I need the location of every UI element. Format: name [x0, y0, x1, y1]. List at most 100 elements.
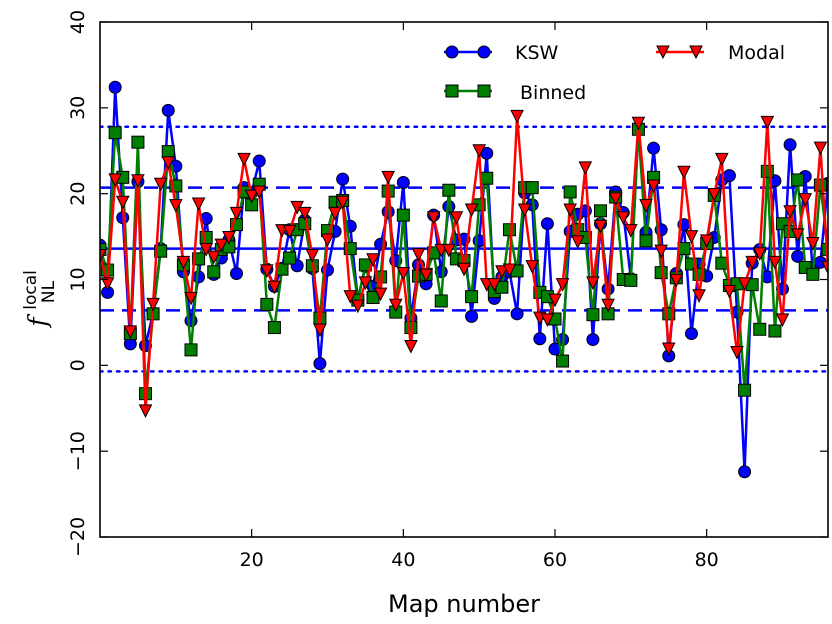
data-point-modal: [502, 263, 517, 278]
series-modal: [100, 109, 828, 418]
data-point-modal: [540, 313, 555, 327]
data-point-modal: [184, 291, 198, 306]
data-point-binned: [738, 383, 752, 397]
legend-entry-ksw: KSW: [444, 42, 559, 64]
data-point-ksw: [647, 141, 661, 155]
data-point-modal: [426, 211, 441, 225]
data-point-modal: [624, 224, 638, 238]
data-point-modal: [517, 203, 532, 218]
data-point-modal: [593, 219, 608, 234]
data-point-modal: [419, 268, 433, 283]
x-tick-label: 40: [391, 549, 415, 571]
data-point-modal: [214, 238, 229, 253]
legend-marker-binned: [477, 84, 491, 98]
data-point-modal: [555, 278, 570, 292]
data-point-modal: [730, 345, 744, 360]
data-point-ksw: [533, 332, 547, 346]
data-point-modal: [351, 299, 365, 314]
data-point-modal: [760, 115, 775, 130]
axis-ticks: 20 40 60 80 −20 −10 0 10 20 30 40: [67, 10, 828, 571]
data-point-modal: [646, 179, 661, 194]
data-point-modal: [586, 276, 600, 291]
data-point-modal: [806, 236, 820, 251]
data-point-modal: [487, 278, 502, 292]
legend-label-binned: Binned: [520, 82, 586, 104]
data-point-binned: [791, 173, 805, 187]
data-point-binned: [806, 267, 820, 281]
data-point-binned: [715, 256, 729, 270]
data-point-modal: [252, 185, 267, 200]
data-point-modal: [396, 266, 411, 281]
data-point-binned: [199, 230, 213, 244]
legend-label-ksw: KSW: [515, 42, 559, 64]
legend-entry-binned: Binned: [444, 82, 586, 104]
data-point-ksw: [685, 327, 698, 341]
data-point-binned: [563, 185, 577, 199]
data-point-binned: [207, 265, 221, 279]
data-point-modal: [108, 173, 122, 188]
data-point-modal: [191, 197, 206, 212]
data-point-ksw: [586, 333, 600, 347]
data-point-modal: [616, 211, 631, 225]
data-point-binned: [480, 171, 494, 185]
data-point-ksw: [161, 103, 175, 117]
data-point-modal: [525, 260, 540, 274]
data-point-modal: [495, 265, 509, 279]
data-point-modal: [510, 109, 524, 124]
data-point-modal: [661, 342, 676, 357]
data-point-binned: [624, 273, 638, 287]
y-tick-label: −10: [67, 431, 89, 471]
data-point-modal: [169, 199, 183, 213]
data-point-modal: [267, 280, 282, 295]
data-point-modal: [798, 193, 813, 207]
data-point-modal: [388, 298, 403, 313]
data-point-modal: [654, 244, 668, 259]
svg-text:f local NL: f local NL: [13, 262, 59, 328]
data-point-binned: [396, 208, 410, 222]
legend-marker-binned: [445, 84, 459, 98]
data-point-binned: [654, 266, 668, 280]
data-point-modal: [320, 233, 335, 248]
legend-marker-ksw: [477, 45, 491, 59]
data-point-modal: [783, 205, 797, 219]
x-tick-label: 80: [695, 549, 719, 571]
x-tick-label: 60: [543, 549, 567, 571]
legend-entry-modal: Modal: [656, 42, 785, 64]
data-point-binned: [503, 223, 516, 237]
data-point-modal: [100, 248, 107, 263]
data-point-modal: [737, 277, 752, 291]
data-point-modal: [206, 250, 221, 265]
data-point-modal: [153, 177, 168, 192]
y-tick-label: 20: [67, 182, 89, 206]
data-point-modal: [161, 156, 176, 170]
data-point-modal: [813, 141, 828, 156]
data-point-modal: [722, 285, 737, 299]
data-point-binned: [184, 343, 198, 357]
data-point-binned: [586, 308, 600, 322]
legend-marker-modal: [656, 45, 670, 60]
data-point-modal: [578, 161, 593, 176]
data-point-ksw: [738, 465, 752, 479]
data-point-ksw: [396, 176, 410, 190]
legend-marker-modal: [689, 45, 703, 60]
data-point-binned: [753, 322, 767, 336]
data-point-modal: [570, 235, 585, 249]
data-point-modal: [472, 144, 486, 158]
data-point-modal: [707, 188, 722, 202]
data-point-modal: [457, 262, 471, 277]
data-point-modal: [601, 298, 615, 313]
data-point-modal: [100, 277, 115, 291]
data-point-modal: [305, 248, 320, 263]
data-point-modal: [775, 313, 790, 327]
y-tick-label: 30: [67, 96, 89, 120]
data-point-modal: [790, 228, 805, 242]
data-point-ksw: [252, 154, 266, 168]
data-point-binned: [131, 135, 145, 149]
data-point-modal: [548, 293, 562, 308]
data-point-modal: [404, 339, 418, 354]
data-point-binned: [639, 234, 653, 248]
data-point-binned: [556, 354, 570, 368]
plot-background: [100, 22, 828, 537]
data-point-modal: [411, 248, 426, 262]
